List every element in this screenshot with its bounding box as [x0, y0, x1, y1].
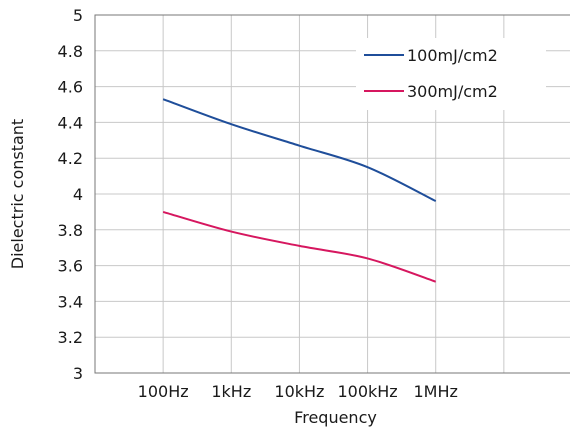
- legend-label: 100mJ/cm2: [407, 46, 498, 65]
- y-axis-ticks: 3 3.2 3.4 3.6 3.8 4 4.2 4.4 4.6 4.8 5: [58, 6, 83, 383]
- x-axis-ticks: 100Hz 1kHz 10kHz 100kHz 1MHz: [138, 382, 458, 401]
- x-tick-label: 1kHz: [211, 382, 251, 401]
- y-tick-label: 3.2: [58, 328, 83, 347]
- y-tick-label: 4: [73, 185, 83, 204]
- plot-area: [94, 14, 570, 374]
- y-tick-label: 5: [73, 6, 83, 25]
- y-axis-label: Dielectric constant: [8, 119, 27, 269]
- y-tick-label: 4.4: [58, 113, 83, 132]
- x-tick-label: 100Hz: [138, 382, 189, 401]
- y-tick-label: 3.8: [58, 221, 83, 240]
- y-tick-label: 3: [73, 364, 83, 383]
- series-line: [162, 98, 437, 203]
- y-tick-label: 4.2: [58, 149, 83, 168]
- legend-items: 100mJ/cm2 300mJ/cm2: [364, 46, 498, 101]
- legend: 100mJ/cm2 300mJ/cm2: [356, 38, 546, 110]
- legend-label: 300mJ/cm2: [407, 82, 498, 101]
- x-tick-label: 100kHz: [337, 382, 397, 401]
- y-tick-label: 3.6: [58, 257, 83, 276]
- y-tick-label: 4.8: [58, 42, 83, 61]
- legend-box: [356, 38, 546, 110]
- series-line: [162, 210, 437, 283]
- x-tick-label: 10kHz: [274, 382, 324, 401]
- y-tick-label: 3.4: [58, 292, 83, 311]
- series-lines: [162, 98, 437, 283]
- x-tick-label: 1MHz: [414, 382, 458, 401]
- y-tick-label: 4.6: [58, 78, 83, 97]
- x-axis-label: Frequency: [294, 408, 377, 427]
